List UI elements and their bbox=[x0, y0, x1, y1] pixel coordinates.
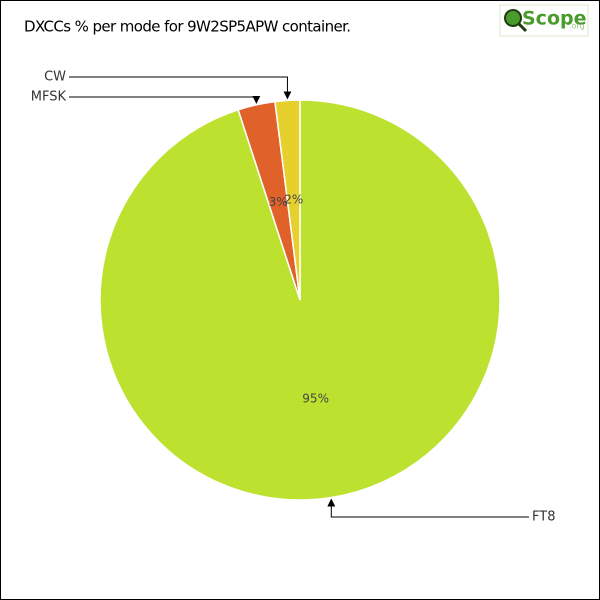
logo-handle bbox=[517, 22, 528, 33]
value-label: 2% bbox=[284, 193, 303, 207]
leader-line bbox=[69, 95, 261, 104]
logo: Scope .org bbox=[499, 4, 589, 37]
legend-label: FT8 bbox=[532, 510, 555, 525]
leader-line bbox=[69, 76, 292, 100]
value-label: 95% bbox=[302, 391, 329, 405]
legend-label: MFSK bbox=[31, 90, 67, 105]
chart-title: DXCCs % per mode for 9W2SP5APW container… bbox=[24, 18, 350, 36]
logo-text: Scope bbox=[522, 8, 587, 30]
pie-slice bbox=[274, 99, 301, 301]
legend-label: CW bbox=[44, 70, 66, 85]
logo-suffix: .org bbox=[569, 22, 585, 31]
logo-icon bbox=[504, 9, 522, 27]
value-label: 3% bbox=[269, 195, 288, 209]
leader-line bbox=[327, 498, 529, 518]
